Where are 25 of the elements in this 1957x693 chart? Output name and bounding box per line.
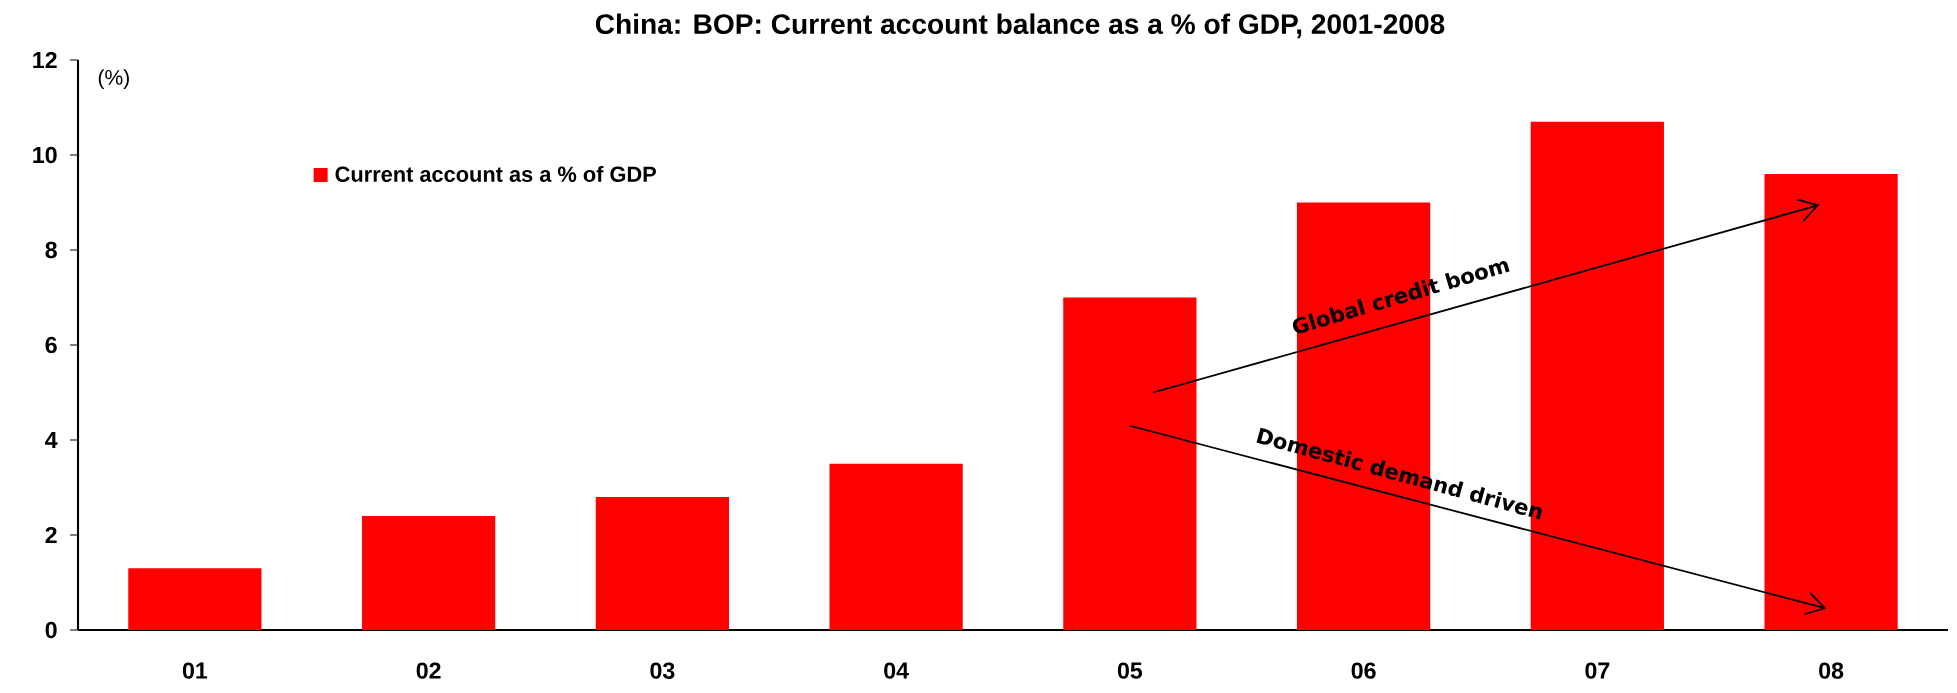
x-tick-label: 03 xyxy=(650,662,675,679)
bar xyxy=(128,568,262,630)
x-tick-label: 01 xyxy=(182,662,208,679)
annotation: Global credit boom xyxy=(1292,260,1510,334)
bar xyxy=(595,496,729,630)
x-tick-label: 08 xyxy=(1819,662,1844,679)
y-axis-title: (%) xyxy=(98,69,129,90)
x-tick-label: 05 xyxy=(1117,662,1143,679)
bar xyxy=(1063,297,1197,630)
x-tick-label: 06 xyxy=(1351,662,1376,679)
y-tick-label: 8 xyxy=(45,241,57,259)
x-tick-label: 04 xyxy=(884,662,909,679)
x-tick-label: 07 xyxy=(1585,662,1610,679)
bar xyxy=(1764,173,1898,630)
y-tick-label: 2 xyxy=(45,526,57,544)
y-tick-label: 6 xyxy=(45,336,57,354)
y-tick-label: 12 xyxy=(33,51,57,69)
bar xyxy=(829,463,963,630)
x-tick-label: 02 xyxy=(416,662,441,679)
y-tick-label: 0 xyxy=(45,621,57,639)
chart-title: China: BOP: Current account balance as a % of GDP, 2001-2008 xyxy=(595,13,1445,39)
legend-label: Current account as a % of GDP xyxy=(335,165,656,182)
y-tick-label: 4 xyxy=(45,431,58,448)
bar xyxy=(362,515,496,630)
y-tick-label: 10 xyxy=(33,146,57,164)
